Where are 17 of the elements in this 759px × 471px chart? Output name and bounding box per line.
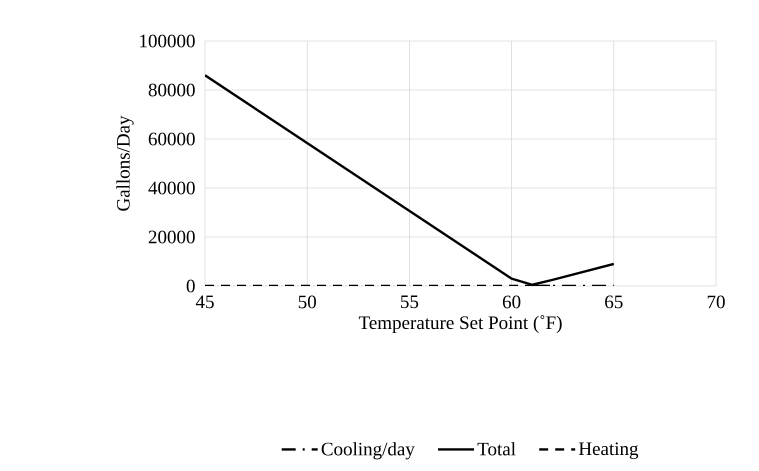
y-tick-label: 80000 [148, 84, 195, 96]
y-tick-label: 60000 [148, 132, 195, 146]
legend-label: Heating [578, 442, 638, 460]
legend-label: Cooling/day [322, 442, 415, 460]
x-axis-title: Temperature Set Point (˚F) [358, 315, 562, 333]
x-tick-label: 45 [196, 296, 214, 308]
y-tick-label: 20000 [148, 230, 195, 244]
y-tick-label: 100000 [140, 34, 195, 48]
y-tick-label: 40000 [148, 182, 195, 194]
x-tick-label: 60 [502, 296, 520, 308]
x-tick-label: 55 [401, 296, 418, 308]
legend-label: Total [478, 442, 516, 456]
y-tick-label: 0 [186, 280, 195, 292]
x-tick-label: 70 [708, 296, 725, 308]
x-tick-label: 50 [298, 296, 316, 308]
y-axis-title: Gallons/Day [116, 116, 134, 211]
x-tick-label: 65 [605, 296, 623, 308]
